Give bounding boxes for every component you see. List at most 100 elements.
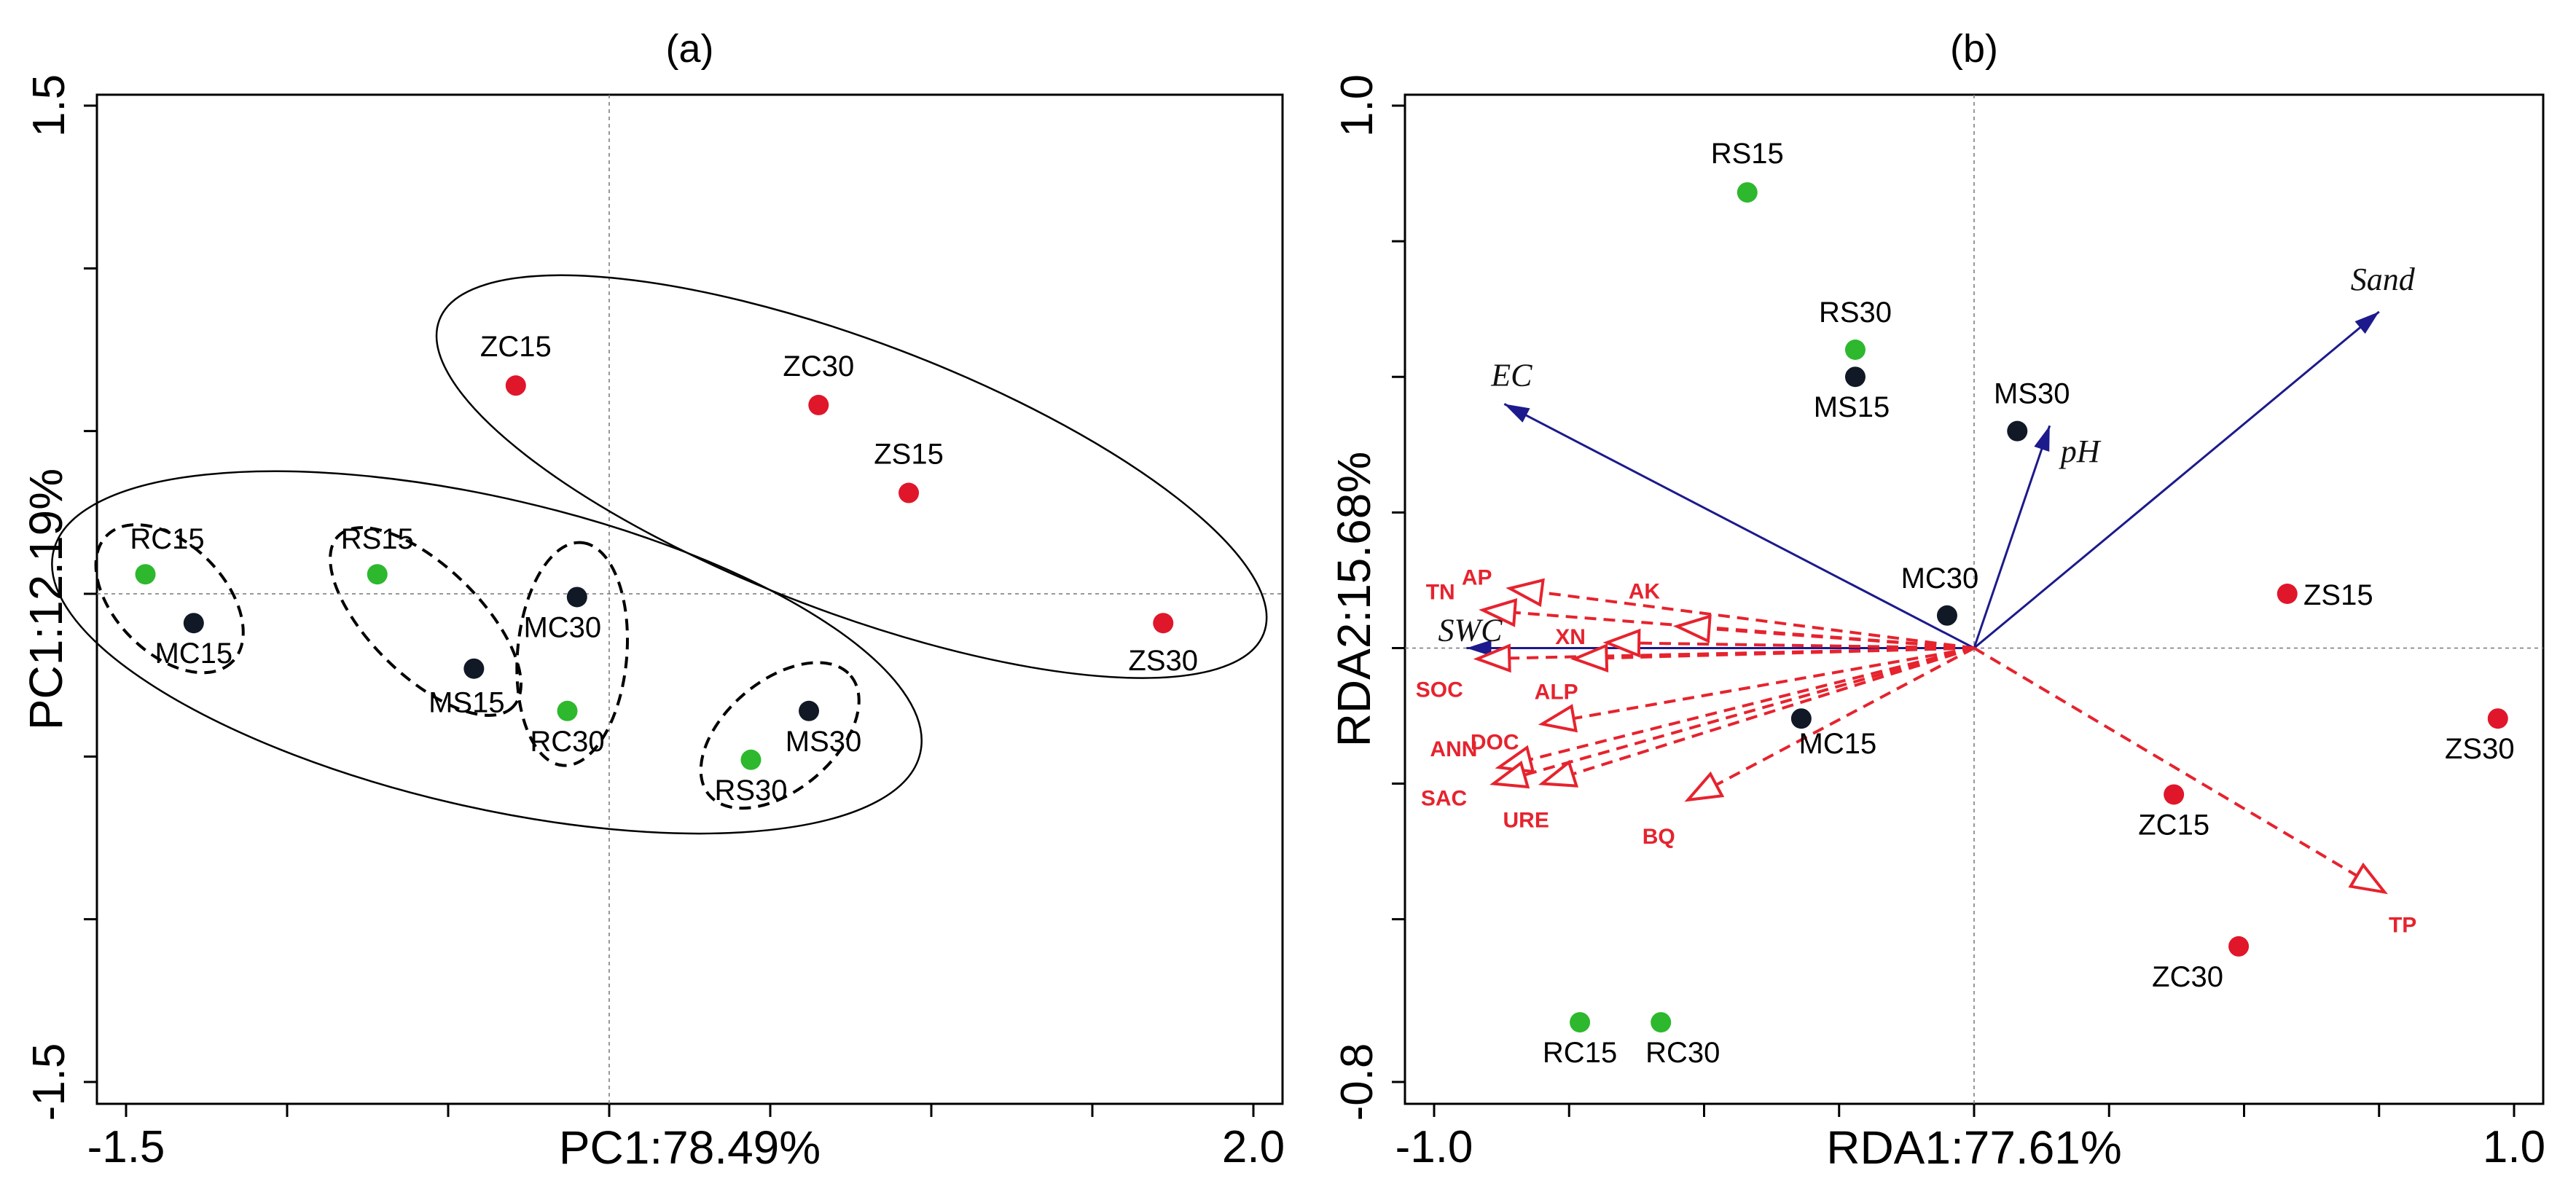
- panel-b-soil-label-tp: TP: [2389, 913, 2416, 937]
- panel-b-point-label-mc30: MC30: [1901, 562, 1979, 595]
- panel-b-point-mc15: [1790, 708, 1812, 729]
- panel-b-vector-arrowhead-ph: [2034, 426, 2050, 452]
- panel-a-point-zc15: [505, 375, 526, 396]
- panel-b-soil-arrowhead-tp: [2348, 862, 2388, 895]
- panel-b-point-rc15: [1570, 1012, 1591, 1033]
- panel-b-soil-label-bq: BQ: [1643, 825, 1675, 849]
- panel-b-point-label-ms15: MS15: [1814, 391, 1890, 423]
- panel-b-point-mc30: [1936, 605, 1957, 626]
- panel-a-point-label-rc30: RC30: [530, 726, 604, 758]
- panel-b-soil-arrowhead-tn: [1479, 598, 1518, 627]
- panel-b-point-zs30: [2487, 708, 2508, 729]
- panel-b-vector-arrowhead-ec: [1504, 404, 1530, 423]
- panel-b-y-tick-label-max: 1.0: [1332, 74, 1382, 137]
- panel-b-point-label-rc30: RC30: [1645, 1037, 1720, 1069]
- panel-b-y-tick-label-min: -0.8: [1332, 1043, 1382, 1121]
- panel-b-point-label-rs15: RS15: [1711, 138, 1784, 170]
- panel-a-panel-title: (a): [666, 27, 714, 71]
- panel-a-group-ellipse-dashed: [329, 526, 522, 717]
- panel-a-x-tick-label-max: 2.0: [1222, 1122, 1285, 1172]
- panel-b-soil-vector-ak: [1677, 624, 1975, 650]
- panel-a-y-tick-label-min: -1.5: [24, 1043, 74, 1121]
- panel-b-vector-label-ph: pH: [2059, 434, 2102, 469]
- panel-a-point-rc30: [557, 700, 578, 721]
- panel-a-plot-frame: [95, 93, 1284, 1105]
- panel-b-point-label-rs30: RS30: [1819, 297, 1892, 329]
- panel-a-point-label-ms15: MS15: [428, 687, 505, 719]
- panel-a-point-ms30: [799, 700, 820, 721]
- panel-b-point-rs30: [1844, 340, 1866, 360]
- panel-a-point-label-zs30: ZS30: [1128, 645, 1198, 677]
- panel-b-soil-vector-ap: [1509, 587, 1975, 650]
- panel-b-soil-vector-sac: [1492, 646, 1975, 785]
- panel-b-point-label-zc30: ZC30: [2152, 961, 2223, 993]
- panel-b-soil-arrowhead-ure: [1538, 759, 1579, 788]
- panel-b-soil-arrowhead-soc: [1473, 643, 1511, 673]
- panel-b-soil-label-sac: SAC: [1421, 787, 1467, 811]
- panel-a-x-axis-title: PC1:78.49%: [559, 1121, 821, 1174]
- panel-b-vector-ph: [1973, 425, 2051, 648]
- panel-a-point-label-rc15: RC15: [130, 523, 204, 555]
- panel-a-point-label-ms30: MS30: [786, 726, 862, 758]
- panel-b-point-label-rc15: RC15: [1543, 1037, 1617, 1069]
- panel-b-soil-label-ap: AP: [1462, 566, 1492, 590]
- panel-b-soil-label-alp: ALP: [1535, 680, 1578, 704]
- panel-b-soil-arrowhead-doc: [1538, 704, 1578, 733]
- panel-b-point-zs15: [2276, 584, 2298, 604]
- panel-a-point-label-mc15: MC15: [154, 638, 232, 670]
- panel-b-soil-vector-alp: [1574, 646, 1975, 661]
- panel-a-point-rs15: [367, 564, 388, 585]
- panel-b-soil-arrowhead-sac: [1489, 760, 1530, 789]
- panel-b-point-zc30: [2228, 936, 2250, 957]
- panel-a: -1.5 2.0 1.5 -1.5 PC1:78.49% PC1:12.19% (a) RC1…: [20, 27, 1285, 1174]
- panel-b-soil-label-ann: ANN: [1430, 737, 1477, 761]
- panel-b-x-tick-label-max: 1.0: [2483, 1122, 2545, 1172]
- panel-b-soil-label-doc: DOC: [1471, 731, 1519, 755]
- panel-b-point-label-ms30: MS30: [1994, 378, 2070, 410]
- panel-b-x-tick-label-min: -1.0: [1395, 1122, 1473, 1172]
- panel-b-point-label-zc15: ZC15: [2138, 809, 2209, 841]
- panel-a-point-label-zc30: ZC30: [783, 350, 854, 383]
- panel-b-point-zc15: [2164, 784, 2185, 805]
- panel-a-point-rs30: [740, 749, 762, 770]
- panel-a-point-label-mc30: MC30: [523, 611, 601, 643]
- panel-b-point-rc30: [1651, 1012, 1672, 1033]
- panel-b-soil-vector-tp: [1973, 646, 2386, 894]
- panel-b-vector-arrowhead-swc: [1466, 640, 1492, 656]
- panel-a-point-label-rs30: RS30: [714, 774, 787, 807]
- panel-b-y-axis-title: RDA2:15.68%: [1328, 452, 1380, 748]
- panel-b-vector-arrowhead-sand: [2354, 311, 2379, 334]
- panel-b-x-axis-title: RDA1:77.61%: [1826, 1121, 2122, 1174]
- panel-a-point-zs30: [1153, 613, 1174, 634]
- panel-b-point-ms15: [1844, 366, 1866, 388]
- panel-a-point-mc30: [566, 587, 587, 608]
- panel-b-vector-sand: [1973, 310, 2380, 649]
- panel-b-vector-label-ec: EC: [1490, 357, 1532, 393]
- panel-a-group-ellipse-solid: [435, 274, 1268, 679]
- panel-b-point-label-zs30: ZS30: [2445, 733, 2515, 765]
- panel-a-point-rc15: [135, 564, 156, 585]
- panel-b-soil-label-tn: TN: [1426, 580, 1455, 604]
- panel-b-soil-label-ak: AK: [1629, 580, 1661, 604]
- panel-b-soil-label-soc: SOC: [1416, 678, 1463, 702]
- panel-b-panel-title: (b): [1950, 27, 1998, 71]
- panel-b-soil-arrowhead-bq: [1684, 771, 1725, 802]
- panel-a-group-ellipse-solid: [51, 470, 923, 835]
- panel-b-point-ms30: [2007, 420, 2028, 442]
- panel-b-soil-label-xn: XN: [1555, 625, 1586, 649]
- panel-b-soil-vector-bq: [1687, 646, 1975, 801]
- panel-a-point-zc30: [808, 394, 829, 415]
- panel-a-point-label-zc15: ZC15: [480, 331, 552, 363]
- panel-b-vector-ec: [1503, 403, 1975, 649]
- panel-b-vector-label-sand: Sand: [2351, 262, 2416, 297]
- panel-b: -1.0 1.0 1.0 -0.8 RDA1:77.61% RDA2:15.68% (b) S…: [1328, 27, 2545, 1174]
- panel-b-vector-label-swc: SWC: [1438, 612, 1503, 648]
- panel-a-group-ellipse-dashed: [699, 661, 861, 810]
- panel-a-y-tick-label-max: 1.5: [24, 74, 74, 137]
- panel-a-group-ellipse-dashed: [94, 523, 245, 675]
- panel-b-point-label-mc15: MC15: [1799, 728, 1877, 760]
- panel-a-point-ms15: [463, 658, 485, 679]
- panel-a-point-label-rs15: RS15: [341, 523, 414, 555]
- panel-b-soil-arrowhead-alp: [1570, 643, 1609, 672]
